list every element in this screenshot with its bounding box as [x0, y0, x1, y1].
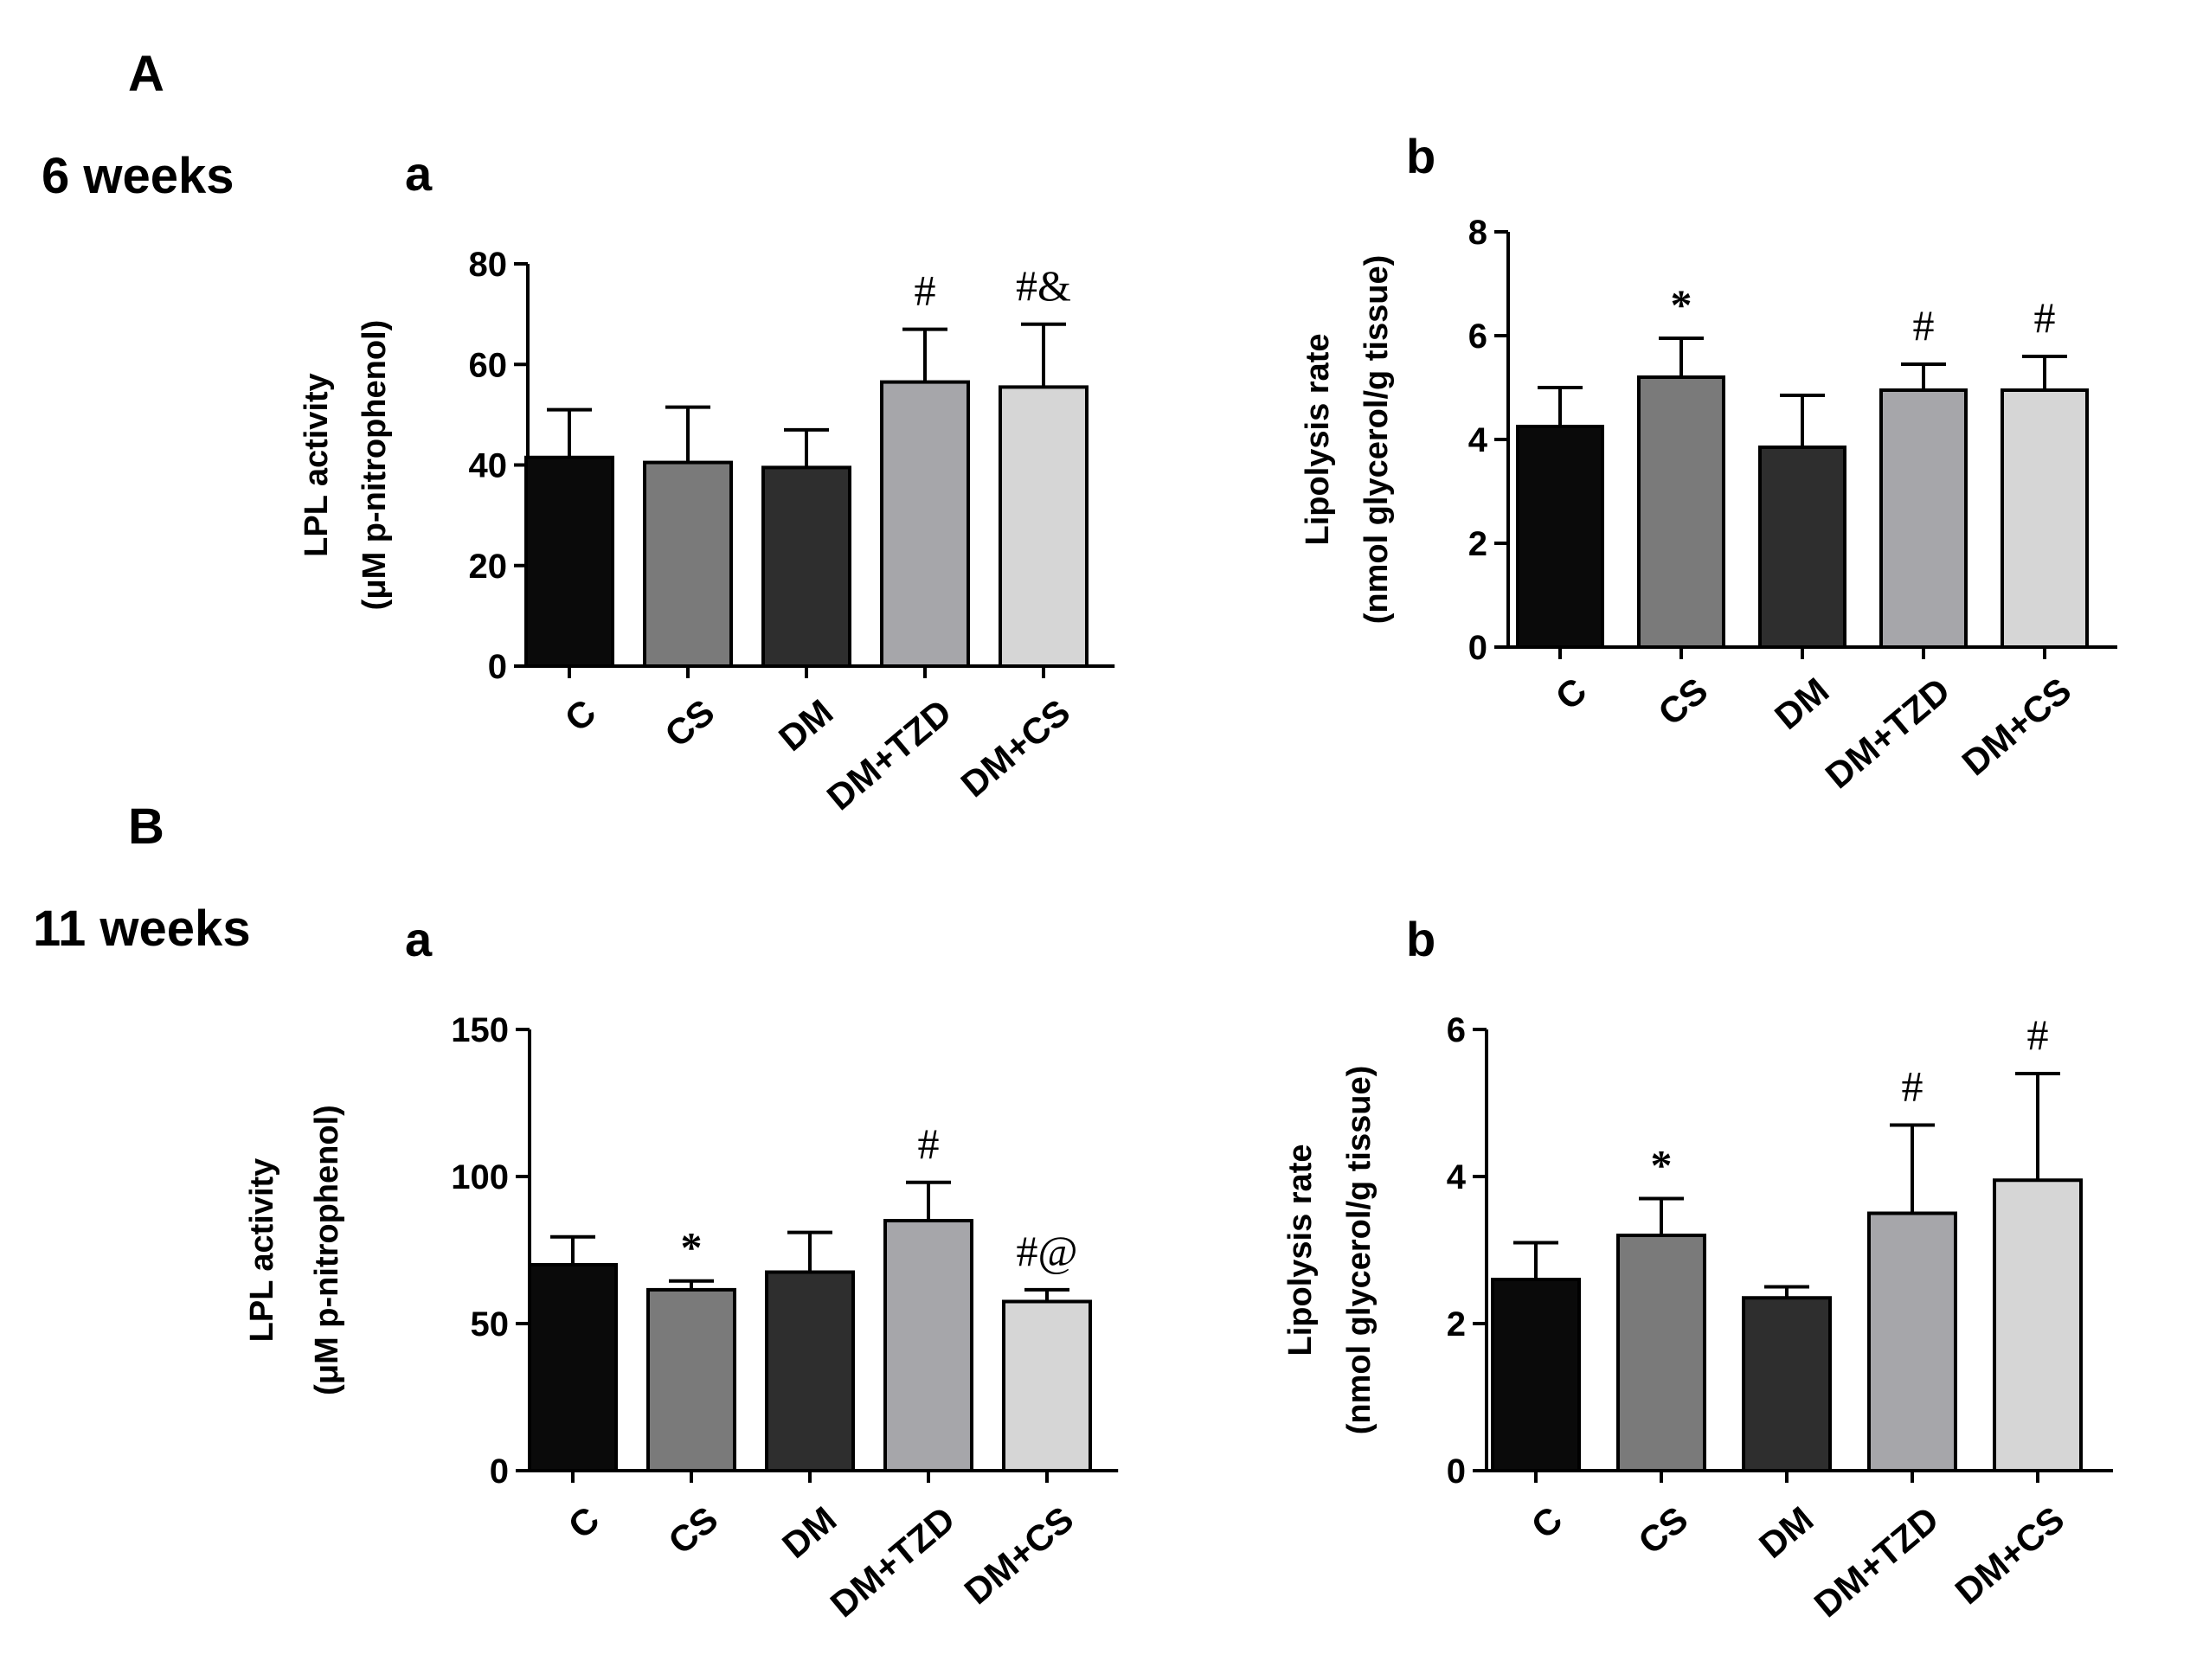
y-tick-label: 2 [1468, 525, 1487, 563]
y-tick-label: 4 [1447, 1158, 1467, 1196]
bar-dm [765, 1270, 855, 1472]
significance-marker: * [1671, 280, 1692, 329]
y-tick-label: 80 [469, 246, 508, 284]
y-tick-label: 20 [469, 548, 508, 586]
significance-marker: * [1651, 1141, 1673, 1189]
y-axis-title: LPL activity [299, 373, 335, 557]
y-tick-label: 8 [1468, 214, 1487, 252]
y-tick-label: 100 [451, 1158, 509, 1196]
significance-marker: # [2034, 293, 2056, 342]
y-tick-label: 2 [1447, 1305, 1466, 1343]
category-label: DM+TZD [823, 1498, 963, 1625]
category-label: CS [1630, 1498, 1695, 1562]
y-axis-subtitle: (μM p-nitrophenol) [309, 1105, 345, 1395]
bar-dm-plus-cs [2001, 388, 2089, 649]
y-axis-title: Lipolysis rate [1282, 1145, 1319, 1356]
bar-dm-plus-cs [1002, 1299, 1092, 1472]
category-label: C [557, 691, 603, 740]
bar-dm [1758, 446, 1846, 649]
y-axis-title: LPL activity [244, 1158, 280, 1343]
significance-marker: # [1902, 1062, 1923, 1111]
y-tick-label: 40 [469, 447, 508, 485]
panel-letter: a [405, 146, 433, 201]
bar-cs [646, 1287, 736, 1473]
chart-Ab: b Lipolysis rate (nmol glycerol/g tissue) 0… [1300, 129, 2117, 796]
bar-dm-plus-tzd [883, 1219, 973, 1472]
chart-Ba: a LPL activity (μM p-nitrophenol) 0 50 100 150… [244, 912, 1119, 1625]
bar-dm-plus-cs [999, 385, 1089, 668]
category-label: DM+TZD [1818, 670, 1958, 796]
y-axis-subtitle: (μM p-nitrophenol) [356, 320, 393, 611]
chart-Aa: a LPL activity (μM p-nitrophenol) 0 20 40 60 80… [299, 146, 1115, 818]
category-label: DM [1751, 1498, 1821, 1566]
significance-marker: # [2027, 1010, 2049, 1059]
y-tick-label: 6 [1447, 1011, 1466, 1049]
y-axis-title: Lipolysis rate [1300, 334, 1336, 546]
category-label: C [1548, 670, 1594, 718]
category-label: DM+TZD [1807, 1498, 1947, 1625]
y-axis-subtitle: (nmol glycerol/g tissue) [1358, 255, 1395, 625]
panel-letter: b [1406, 912, 1435, 966]
category-label: DM+CS [1955, 670, 2079, 783]
bar-dm-plus-tzd [1867, 1211, 1957, 1472]
bar-dm [1742, 1296, 1832, 1472]
bar-c [524, 455, 614, 668]
bar-cs [1637, 375, 1725, 649]
category-label: DM+CS [957, 1498, 1082, 1612]
bar-c [528, 1263, 618, 1472]
significance-marker: # [918, 1119, 940, 1168]
y-tick-label: 0 [1468, 629, 1487, 667]
significance-marker: #@ [1016, 1227, 1077, 1275]
bar-c [1516, 425, 1604, 649]
section-letter-b: B [128, 798, 164, 855]
bar-dm [761, 465, 851, 668]
y-tick-label: 50 [471, 1305, 510, 1343]
significance-marker: # [915, 266, 936, 315]
category-label: CS [657, 691, 722, 755]
section-letter-a: A [128, 46, 164, 102]
y-tick-label: 0 [490, 1452, 509, 1491]
significance-marker: # [1913, 301, 1935, 349]
bar-c [1491, 1278, 1581, 1472]
y-tick-label: 6 [1468, 317, 1487, 356]
bar-dm-plus-tzd [1879, 388, 1968, 649]
panel-letter: a [405, 912, 433, 966]
category-label: C [561, 1498, 607, 1547]
y-tick-label: 0 [488, 648, 507, 686]
chart-Bb: b Lipolysis rate (nmol glycerol/g tissue) 0… [1282, 912, 2113, 1625]
category-label: DM+CS [1948, 1498, 2072, 1612]
category-label: DM+CS [954, 691, 1078, 805]
bar-cs [643, 460, 733, 668]
bar-dm-plus-tzd [880, 380, 970, 668]
category-label: DM+TZD [819, 691, 960, 818]
y-axis-subtitle: (nmol glycerol/g tissue) [1341, 1066, 1378, 1435]
panel-letter: b [1406, 129, 1435, 183]
significance-marker: * [681, 1223, 703, 1272]
bar-cs [1616, 1234, 1706, 1472]
category-label: CS [660, 1498, 725, 1562]
category-label: DM [771, 691, 840, 759]
category-label: DM [1767, 670, 1836, 737]
y-tick-label: 150 [451, 1011, 509, 1049]
bar-dm-plus-cs [1993, 1178, 2083, 1472]
week-label-6: 6 weeks [42, 148, 234, 204]
category-label: C [1524, 1498, 1570, 1547]
y-tick-label: 4 [1468, 421, 1488, 459]
y-tick-label: 0 [1447, 1452, 1466, 1491]
category-label: DM [774, 1498, 844, 1566]
week-label-11: 11 weeks [33, 901, 251, 957]
significance-marker: #& [1016, 261, 1071, 310]
category-label: CS [1650, 670, 1715, 734]
y-tick-label: 60 [469, 346, 508, 384]
